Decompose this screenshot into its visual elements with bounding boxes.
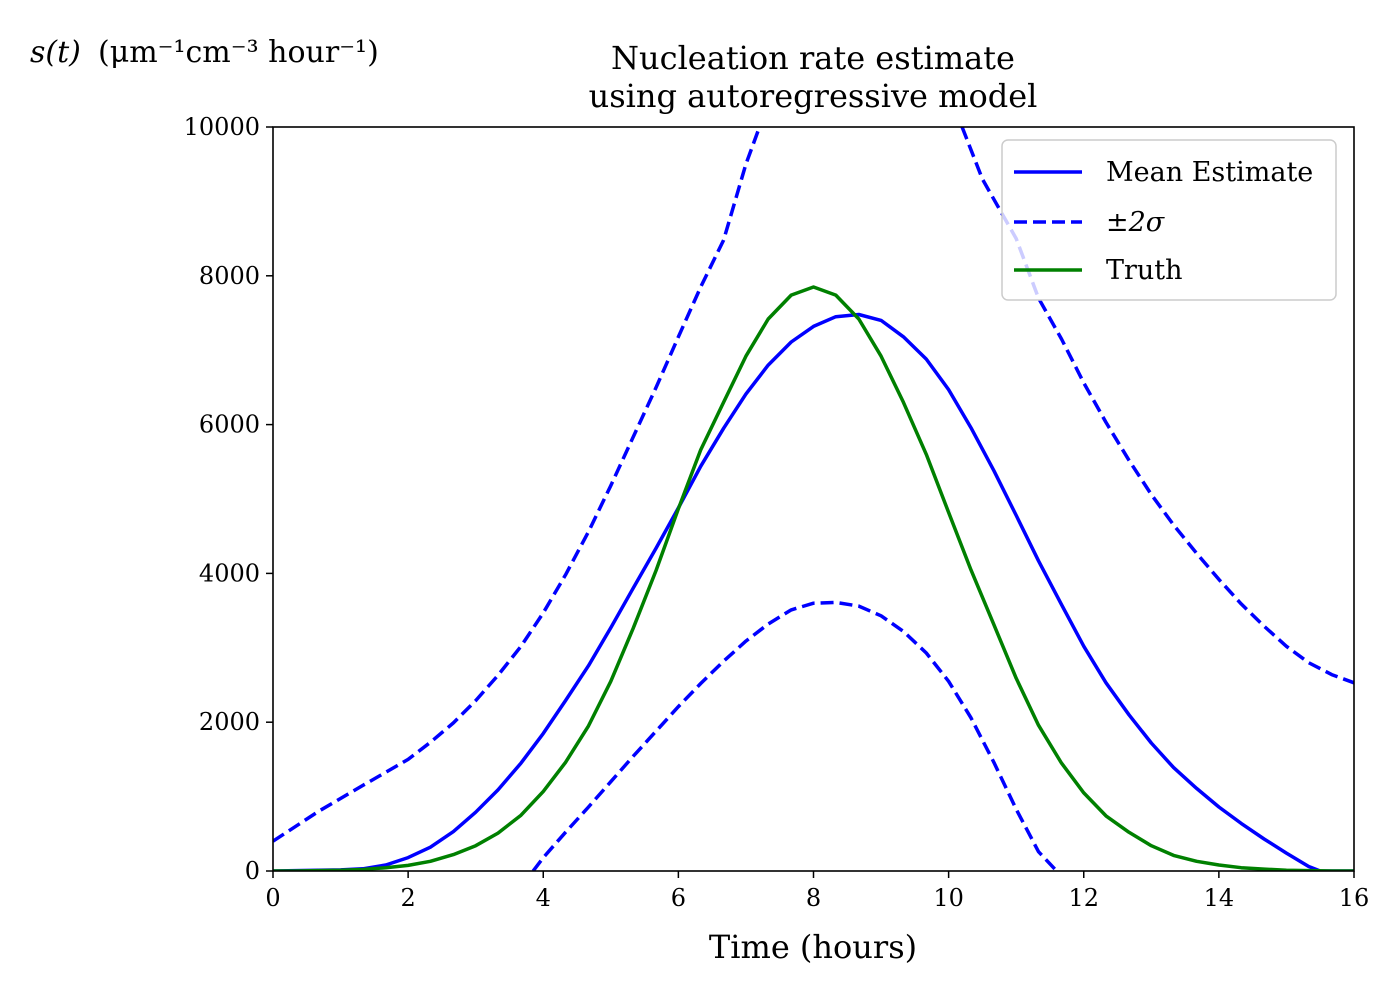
legend-label-mean-estimate: Mean Estimate xyxy=(1106,157,1313,188)
y-axis-label-main: s(t) xyxy=(30,35,81,70)
x-tick-label: 8 xyxy=(806,884,821,912)
x-tick-label: 14 xyxy=(1204,884,1235,912)
legend-label-truth: Truth xyxy=(1106,255,1183,286)
x-axis-ticks: 0 2 4 6 8 10 12 14 16 xyxy=(265,871,1369,912)
chart-title: Nucleation rate estimate using autoregre… xyxy=(589,39,1038,115)
y-tick-label: 0 xyxy=(245,857,260,885)
x-axis-label: Time (hours) xyxy=(709,928,917,966)
legend-box xyxy=(1001,139,1337,301)
legend-label-2sigma: ±2σ xyxy=(1106,207,1166,238)
x-tick-label: 10 xyxy=(933,884,964,912)
x-tick-label: 2 xyxy=(400,884,415,912)
y-tick-label: 10000 xyxy=(184,113,260,141)
series-line-2-3 xyxy=(531,600,1058,871)
y-axis-label: s(t) (μm⁻¹cm⁻³ hour⁻¹) xyxy=(30,35,379,70)
x-tick-label: 6 xyxy=(671,884,686,912)
chart-title-line-2: using autoregressive model xyxy=(589,77,1038,115)
legend: Mean Estimate ±2σ Truth xyxy=(1001,139,1337,301)
series-line-2-1 xyxy=(273,127,762,843)
y-tick-label: 8000 xyxy=(199,262,260,290)
y-axis-label-units: (μm⁻¹cm⁻³ hour⁻¹) xyxy=(98,35,379,70)
series-line-mean-estimate xyxy=(273,312,1354,871)
series-line-truth xyxy=(273,285,1354,871)
x-tick-label: 4 xyxy=(536,884,551,912)
y-tick-label: 4000 xyxy=(199,559,260,587)
y-tick-label: 6000 xyxy=(199,411,260,439)
x-tick-label: 12 xyxy=(1068,884,1099,912)
y-axis-ticks: 0 2000 4000 6000 8000 10000 xyxy=(184,113,273,885)
x-tick-label: 0 xyxy=(265,884,280,912)
x-tick-label: 16 xyxy=(1339,884,1370,912)
chart-title-line-1: Nucleation rate estimate xyxy=(611,39,1015,77)
y-tick-label: 2000 xyxy=(199,708,260,736)
